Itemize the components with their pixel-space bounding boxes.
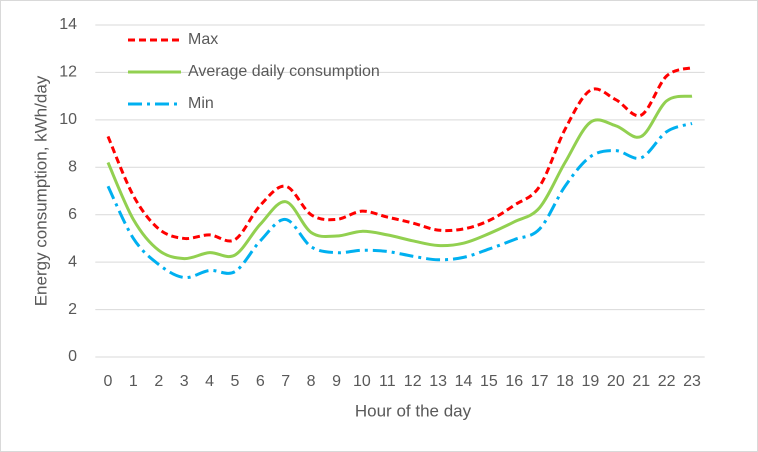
x-axis-title: Hour of the day bbox=[355, 401, 472, 420]
x-tick-label: 21 bbox=[632, 373, 650, 390]
x-tick-label: 18 bbox=[556, 373, 574, 390]
y-tick-label: 6 bbox=[68, 206, 77, 223]
y-tick-label: 10 bbox=[59, 111, 77, 128]
x-tick-label: 6 bbox=[256, 373, 265, 390]
x-tick-label: 15 bbox=[480, 373, 498, 390]
x-tick-label: 17 bbox=[531, 373, 549, 390]
x-tick-label: 8 bbox=[307, 373, 316, 390]
legend-label: Max bbox=[188, 31, 218, 48]
y-tick-label: 4 bbox=[68, 253, 77, 270]
x-tick-label: 20 bbox=[607, 373, 625, 390]
legend-label: Average daily consumption bbox=[188, 63, 380, 80]
x-tick-label: 11 bbox=[379, 373, 396, 390]
x-tick-label: 16 bbox=[505, 373, 523, 390]
y-tick-label: 8 bbox=[68, 159, 77, 176]
series-line bbox=[106, 94, 693, 261]
x-tick-label: 4 bbox=[205, 373, 214, 390]
x-tick-label: 22 bbox=[658, 373, 676, 390]
x-tick-label: 5 bbox=[231, 373, 240, 390]
series-line bbox=[106, 66, 693, 243]
x-tick-label: 7 bbox=[281, 373, 290, 390]
y-axis-title: Energy consumption, kWh/day bbox=[31, 75, 50, 306]
x-tick-label: 1 bbox=[129, 373, 138, 390]
x-tick-label: 19 bbox=[582, 373, 600, 390]
x-tick-label: 10 bbox=[353, 373, 371, 390]
y-tick-label: 14 bbox=[59, 16, 77, 33]
y-tick-label: 0 bbox=[68, 348, 77, 365]
x-tick-label: 12 bbox=[404, 373, 422, 390]
x-tick-label: 2 bbox=[154, 373, 163, 390]
series-line bbox=[106, 121, 693, 280]
x-tick-label: 14 bbox=[455, 373, 473, 390]
x-tick-label: 13 bbox=[429, 373, 447, 390]
legend-label: Min bbox=[188, 95, 214, 112]
x-tick-label: 3 bbox=[180, 373, 189, 390]
y-tick-label: 2 bbox=[68, 301, 77, 318]
x-tick-label: 0 bbox=[104, 373, 113, 390]
x-tick-label: 23 bbox=[683, 373, 701, 390]
x-tick-label: 9 bbox=[332, 373, 341, 390]
y-tick-label: 12 bbox=[59, 64, 77, 81]
